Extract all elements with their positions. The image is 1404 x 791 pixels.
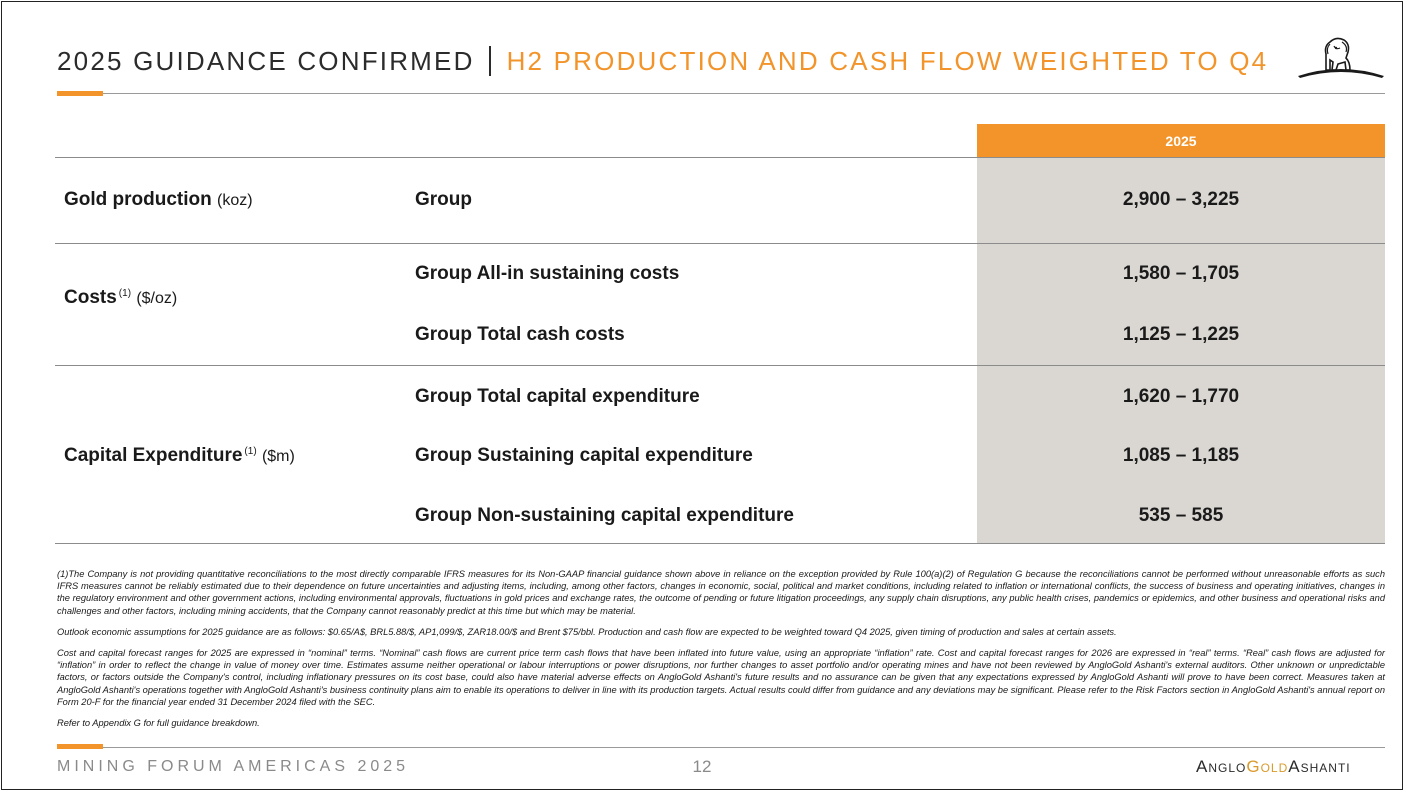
footnote-reconciliation: (1)The Company is not providing quantita… — [57, 569, 1385, 616]
title-separator — [488, 46, 491, 76]
item-aisc: Group All-in sustaining costs — [415, 263, 680, 284]
footnote-ref: (1) — [118, 288, 132, 299]
value-sustaining-capex: 1,085 – 1,185 — [1122, 445, 1240, 466]
category-unit: ($m) — [261, 448, 295, 465]
title-main: 2025 GUIDANCE CONFIRMED — [57, 45, 475, 76]
category-unit: ($/oz) — [136, 290, 178, 307]
brand-part-ashanti: Ashanti — [1288, 757, 1351, 776]
category-label: Costs — [64, 287, 117, 308]
category-costs: Costs (1) ($/oz) — [64, 287, 177, 309]
value-total-cash-costs: 1,125 – 1,225 — [1122, 324, 1240, 345]
category-label: Gold production — [64, 189, 212, 210]
brand-wordmark: AngloGoldAshanti — [1196, 757, 1351, 777]
footnote-ref: (1) — [244, 446, 257, 457]
value-group: 2,900 – 3,225 — [1122, 189, 1240, 210]
footer-accent-bar — [57, 744, 103, 749]
value-aisc: 1,580 – 1,705 — [1122, 263, 1240, 284]
item-total-capex: Group Total capital expenditure — [415, 386, 700, 407]
brand-part-gold: Gold — [1246, 757, 1289, 776]
slide-title: 2025 GUIDANCE CONFIRMED H2 PRODUCTION AN… — [57, 44, 1268, 78]
title-subtitle: H2 PRODUCTION AND CASH FLOW WEIGHTED TO … — [506, 45, 1269, 76]
lion-logo-icon — [1298, 37, 1384, 78]
item-sustaining-capex: Group Sustaining capital expenditure — [415, 445, 753, 466]
title-divider — [57, 93, 1385, 94]
footnote-appendix-ref: Refer to Appendix G for full guidance br… — [57, 718, 260, 729]
footnotes: (1)The Company is not providing quantita… — [57, 568, 1385, 738]
item-group: Group — [415, 189, 472, 210]
year-column-header: 2025 — [977, 124, 1385, 158]
event-name: MINING FORUM AMERICAS 2025 — [57, 758, 410, 775]
header-rule — [55, 157, 1385, 158]
category-gold-production: Gold production (koz) — [64, 189, 253, 211]
row-divider — [55, 365, 1385, 366]
page-number: 12 — [692, 757, 712, 776]
category-capital-expenditure: Capital Expenditure (1) ($m) — [64, 445, 295, 467]
footer-divider — [57, 747, 1385, 748]
value-non-sustaining-capex: 535 – 585 — [1138, 505, 1224, 526]
title-accent-bar — [57, 91, 103, 96]
row-divider — [55, 543, 1385, 544]
brand-part-anglo: Anglo — [1196, 757, 1247, 776]
item-non-sustaining-capex: Group Non-sustaining capital expenditure — [415, 505, 794, 526]
row-divider — [55, 243, 1385, 244]
item-total-cash-costs: Group Total cash costs — [415, 324, 625, 345]
footnote-assumptions: Outlook economic assumptions for 2025 gu… — [57, 626, 1117, 637]
value-column — [977, 158, 1385, 544]
category-unit: (koz) — [217, 192, 253, 209]
footnote-nominal-terms: Cost and capital forecast ranges for 202… — [57, 648, 1385, 707]
value-total-capex: 1,620 – 1,770 — [1122, 386, 1240, 407]
category-label: Capital Expenditure — [64, 445, 243, 466]
